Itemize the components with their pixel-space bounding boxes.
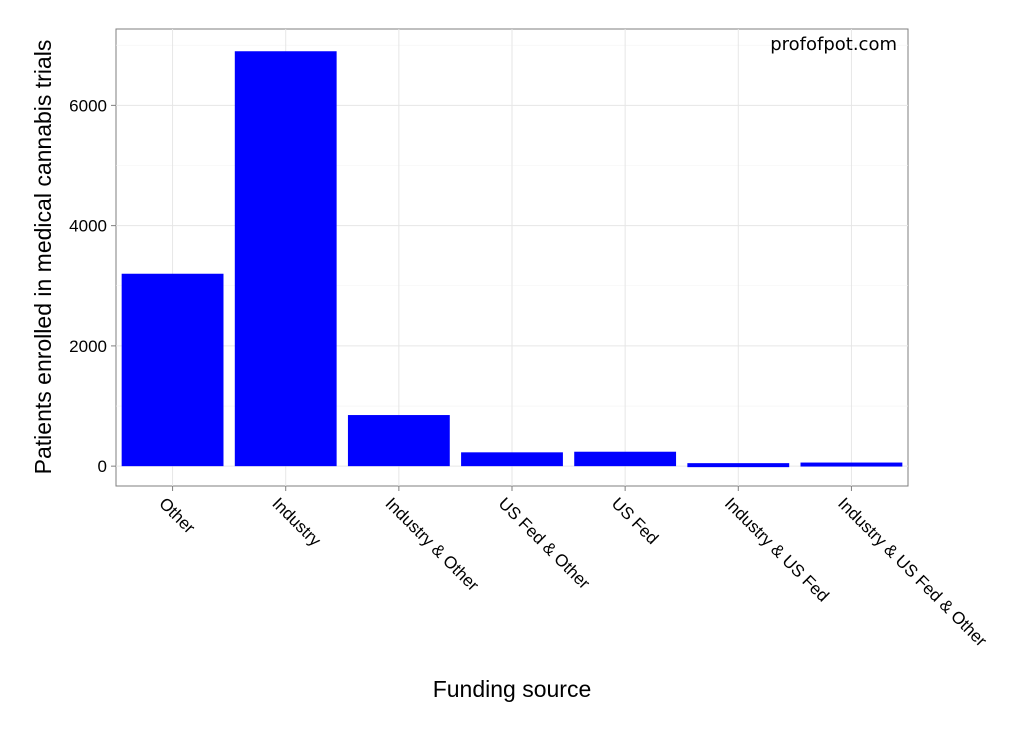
bar-us-fed-other <box>461 452 563 467</box>
y-tick-label: 0 <box>98 457 107 476</box>
x-tick-label: Other <box>155 494 199 538</box>
watermark-annotation: profofpot.com <box>770 34 897 55</box>
y-axis: 0 2000 4000 6000 <box>69 96 116 476</box>
y-tick-label: 4000 <box>69 217 107 236</box>
y-axis-title: Patients enrolled in medical cannabis tr… <box>30 40 56 475</box>
y-tick-label: 2000 <box>69 337 107 356</box>
x-tick-label: Industry & US Fed & Other <box>834 494 991 651</box>
bar-us-fed <box>574 451 677 467</box>
x-tick-label: Industry <box>268 494 325 551</box>
x-tick-label: Industry & US Fed <box>721 494 833 606</box>
bar-industry <box>234 51 337 467</box>
x-tick-label: Industry & Other <box>382 494 483 595</box>
bars <box>121 51 903 468</box>
bar-other <box>121 273 224 467</box>
bar-industry-other <box>347 415 450 467</box>
x-tick-label: US Fed <box>608 494 662 548</box>
bar-industry-us-fed-other <box>800 462 903 467</box>
x-axis: Other Industry Industry & Other US Fed & Ot… <box>155 486 991 651</box>
x-tick-label: US Fed & Other <box>495 494 594 593</box>
y-tick-label: 6000 <box>69 96 107 115</box>
x-axis-title: Funding source <box>433 676 592 702</box>
bar-industry-us-fed <box>687 463 790 468</box>
